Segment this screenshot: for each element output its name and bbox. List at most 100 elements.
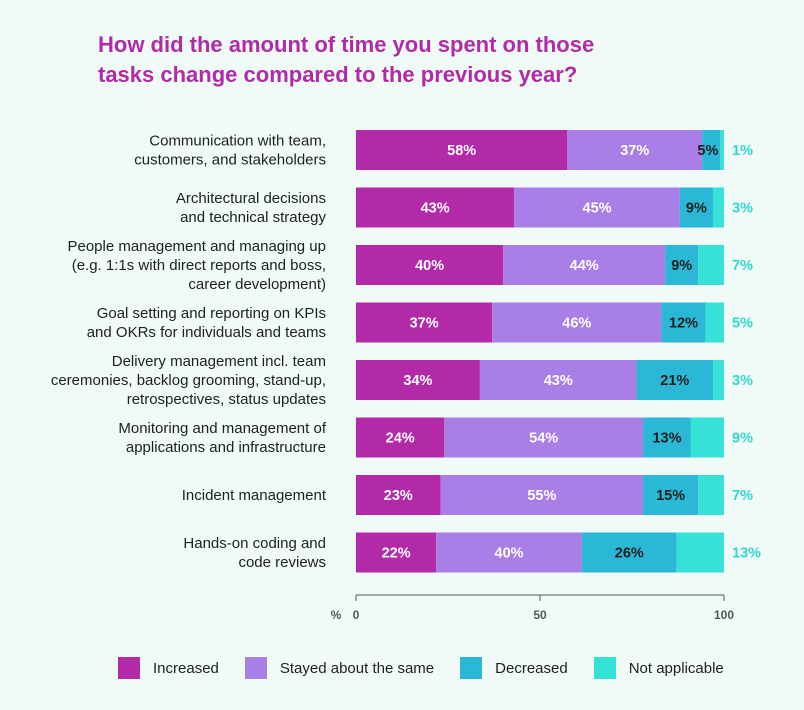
category-label-line: and technical strategy xyxy=(180,209,326,226)
bar-segment-not-applicable xyxy=(690,417,724,458)
category-label-line: (e.g. 1:1s with direct reports and boss, xyxy=(72,257,326,274)
legend-item-decreased: Decreased xyxy=(460,657,568,679)
data-label-decreased: 9% xyxy=(686,201,707,217)
data-label-stayed-about-the-same: 40% xyxy=(495,546,524,562)
data-label-not-applicable: 9% xyxy=(732,431,753,447)
bar-segment-stayed-about-the-same xyxy=(444,417,644,458)
data-label-decreased: 26% xyxy=(615,546,644,562)
bar-segment-increased xyxy=(356,130,568,170)
bar-segment-not-applicable xyxy=(705,302,724,343)
data-label-not-applicable: 3% xyxy=(732,373,753,389)
data-label-decreased: 13% xyxy=(652,431,681,447)
category-label-line: Hands-on coding and xyxy=(183,535,326,552)
bar-segment-stayed-about-the-same xyxy=(436,532,582,573)
category-label-line: ceremonies, backlog grooming, stand-up, xyxy=(51,372,326,389)
bar-segment-stayed-about-the-same xyxy=(492,302,662,343)
bar-segment-decreased xyxy=(702,130,721,170)
data-label-increased: 34% xyxy=(403,373,432,389)
data-label-decreased: 9% xyxy=(671,258,692,274)
data-label-stayed-about-the-same: 37% xyxy=(620,143,649,159)
data-label-increased: 24% xyxy=(386,431,415,447)
legend-label-not-applicable: Not applicable xyxy=(628,659,724,677)
legend-label-decreased: Decreased xyxy=(495,659,568,677)
chart-title-line-2: tasks change compared to the previous ye… xyxy=(98,62,578,87)
data-label-not-applicable: 7% xyxy=(732,488,753,504)
data-label-not-applicable: 1% xyxy=(732,143,753,159)
data-label-stayed-about-the-same: 46% xyxy=(562,316,591,332)
data-label-decreased: 5% xyxy=(697,143,718,159)
data-label-increased: 40% xyxy=(415,258,444,274)
bar-segment-increased xyxy=(356,360,480,400)
category-label-people-management-and-managing-up: People management and managing up (e.g. 1… xyxy=(67,238,326,293)
data-label-stayed-about-the-same: 45% xyxy=(583,201,612,217)
bar-segment-decreased xyxy=(665,245,699,285)
legend-item-increased: Increased xyxy=(118,657,219,679)
x-tick-label: 50 xyxy=(533,608,547,622)
chart-title-line-1: How did the amount of time you spent on … xyxy=(98,32,595,57)
data-label-increased: 23% xyxy=(384,488,413,504)
x-tick-label: 0 xyxy=(353,608,360,622)
data-label-not-applicable: 3% xyxy=(732,201,753,217)
bar-segment-not-applicable xyxy=(712,187,724,228)
data-label-stayed-about-the-same: 54% xyxy=(529,431,558,447)
category-label-communication-with-team: Communication with team, customers, and s… xyxy=(134,133,326,169)
bar-segment-not-applicable xyxy=(698,475,724,515)
legend-swatch-increased xyxy=(118,657,140,679)
bar-segment-stayed-about-the-same xyxy=(503,245,666,285)
category-label-line: People management and managing up xyxy=(67,238,326,255)
category-label-line: applications and infrastructure xyxy=(126,439,326,456)
data-label-decreased: 21% xyxy=(660,373,689,389)
category-label-line: retrospectives, status updates xyxy=(127,391,326,408)
data-label-stayed-about-the-same: 44% xyxy=(570,258,599,274)
chart-title: How did the amount of time you spent on … xyxy=(98,30,718,90)
category-label-delivery-management-incl-team: Delivery management incl. team ceremonies… xyxy=(51,353,326,408)
bar-segment-increased xyxy=(356,187,515,228)
legend-label-stayed: Stayed about the same xyxy=(279,659,435,677)
category-label-line: Delivery management incl. team xyxy=(112,353,326,370)
legend-item-not-applicable: Not applicable xyxy=(593,657,724,679)
data-label-not-applicable: 5% xyxy=(732,316,753,332)
bar-segment-increased xyxy=(356,532,437,573)
legend-swatch-stayed xyxy=(244,657,267,679)
legend-label-increased: Increased xyxy=(153,659,219,677)
stacked-bar-chart: Communication with team, customers, and s… xyxy=(51,130,761,622)
data-label-increased: 22% xyxy=(382,546,411,562)
bar-segment-increased xyxy=(356,302,493,343)
data-label-not-applicable: 13% xyxy=(732,546,761,562)
category-label-incident-management: Incident management xyxy=(182,487,327,504)
category-label-architectural-decisions: Architectural decisions and technical str… xyxy=(176,190,327,226)
category-label-line: Communication with team, xyxy=(149,133,326,150)
bar-segment-decreased xyxy=(661,302,706,343)
bar-segment-not-applicable xyxy=(713,360,724,400)
x-tick-label: 100 xyxy=(714,608,734,622)
bar-segment-stayed-about-the-same xyxy=(440,475,644,515)
category-label-line: Incident management xyxy=(182,487,327,504)
data-label-stayed-about-the-same: 43% xyxy=(544,373,573,389)
category-label-line: customers, and stakeholders xyxy=(134,152,326,169)
legend: Increased Stayed about the same Decrease… xyxy=(118,657,750,679)
bar-segment-not-applicable xyxy=(720,130,724,170)
data-label-decreased: 12% xyxy=(669,316,698,332)
bar-segment-decreased xyxy=(643,417,691,458)
x-axis-unit-label: % xyxy=(331,608,342,622)
bar-segment-decreased xyxy=(643,475,699,515)
bar-segment-stayed-about-the-same xyxy=(479,360,637,400)
legend-item-stayed: Stayed about the same xyxy=(244,657,435,679)
bar-segment-increased xyxy=(356,417,445,458)
bar-segment-decreased xyxy=(636,360,714,400)
category-label-monitoring-and-management-of: Monitoring and management of applications… xyxy=(118,420,326,456)
bar-segment-decreased xyxy=(679,187,713,228)
bar-segment-decreased xyxy=(581,532,677,573)
category-label-goal-setting-and-reporting-on-kpis: Goal setting and reporting on KPIs and OK… xyxy=(87,305,326,341)
category-label-line: code reviews xyxy=(238,554,326,571)
category-label-line: Monitoring and management of xyxy=(118,420,326,437)
bar-segment-not-applicable xyxy=(698,245,724,285)
data-label-stayed-about-the-same: 55% xyxy=(527,488,556,504)
legend-swatch-decreased xyxy=(460,657,483,679)
bar-segment-not-applicable xyxy=(676,532,724,573)
bar-segment-increased xyxy=(356,475,441,515)
data-label-increased: 58% xyxy=(447,143,476,159)
category-label-line: and OKRs for individuals and teams xyxy=(87,324,326,341)
bar-segment-increased xyxy=(356,245,504,285)
bar-segment-stayed-about-the-same xyxy=(514,187,680,228)
